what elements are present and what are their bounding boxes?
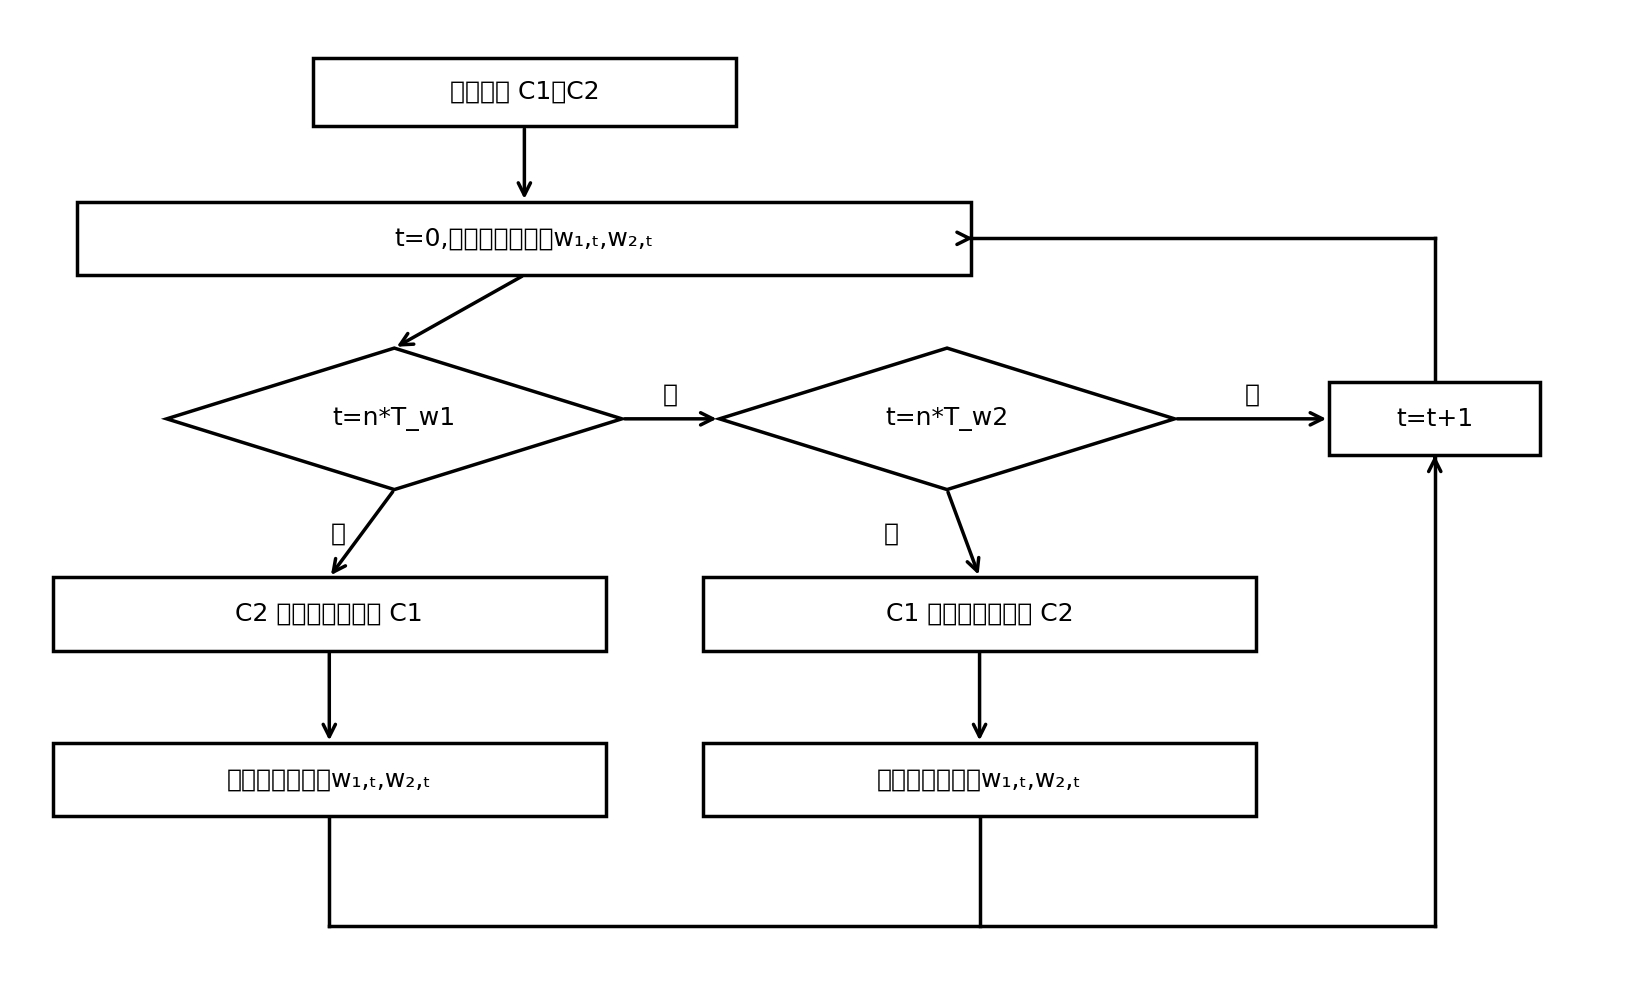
Text: 否: 否: [663, 383, 678, 406]
Text: t=n*T_w2: t=n*T_w2: [886, 406, 1008, 431]
Text: 基础码本 C1、C2: 基础码本 C1、C2: [449, 80, 600, 104]
Text: t=n*T_w1: t=n*T_w1: [333, 406, 456, 431]
Bar: [77, 202, 972, 275]
Text: 接收端选择码字w₁,ₜ,w₂,ₜ: 接收端选择码字w₁,ₜ,w₂,ₜ: [227, 768, 431, 792]
Text: 否: 否: [1245, 383, 1260, 406]
Text: C2 不变，旋转码本 C1: C2 不变，旋转码本 C1: [235, 602, 423, 626]
Text: C1 不变，缩放码本 C2: C1 不变，缩放码本 C2: [886, 602, 1074, 626]
Text: t=t+1: t=t+1: [1395, 406, 1474, 431]
Bar: [703, 743, 1257, 817]
Bar: [52, 578, 606, 650]
Bar: [314, 58, 735, 126]
Text: t=0,接收端选择码字w₁,ₜ,w₂,ₜ: t=0,接收端选择码字w₁,ₜ,w₂,ₜ: [395, 226, 654, 250]
Text: 是: 是: [330, 522, 345, 545]
Bar: [1328, 382, 1541, 456]
Polygon shape: [719, 348, 1175, 490]
Polygon shape: [167, 348, 623, 490]
Text: 接收端选择码字w₁,ₜ,w₂,ₜ: 接收端选择码字w₁,ₜ,w₂,ₜ: [877, 768, 1082, 792]
Bar: [703, 578, 1257, 650]
Text: 是: 是: [884, 522, 899, 545]
Bar: [52, 743, 606, 817]
